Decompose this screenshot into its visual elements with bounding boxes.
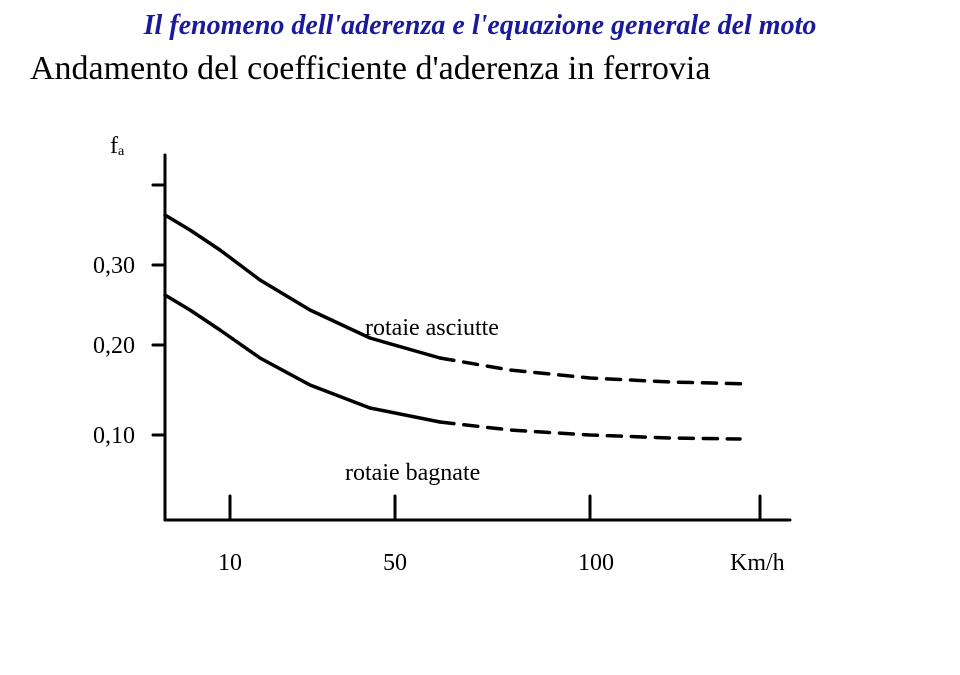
- series-label-asciutte: rotaie asciutte: [365, 315, 499, 342]
- page: { "header": { "title": "Il fenomeno dell…: [0, 0, 960, 675]
- x-tick-0: 10: [218, 550, 242, 577]
- page-subtitle: Andamento del coefficiente d'aderenza in…: [30, 50, 710, 88]
- x-axis-unit: Km/h: [730, 550, 785, 577]
- page-title: Il fenomeno dell'aderenza e l'equazione …: [0, 10, 960, 42]
- x-tick-1: 50: [383, 550, 407, 577]
- series-label-bagnate: rotaie bagnate: [345, 460, 480, 487]
- adhesion-chart: fₐ 0,30 0,20 0,10 10 50 100 Km/h rotaie …: [90, 120, 890, 650]
- y-tick-2: 0,10: [93, 423, 135, 450]
- x-tick-2: 100: [578, 550, 614, 577]
- y-axis-label: fₐ: [110, 133, 125, 160]
- y-tick-1: 0,20: [93, 333, 135, 360]
- y-tick-0: 0,30: [93, 253, 135, 280]
